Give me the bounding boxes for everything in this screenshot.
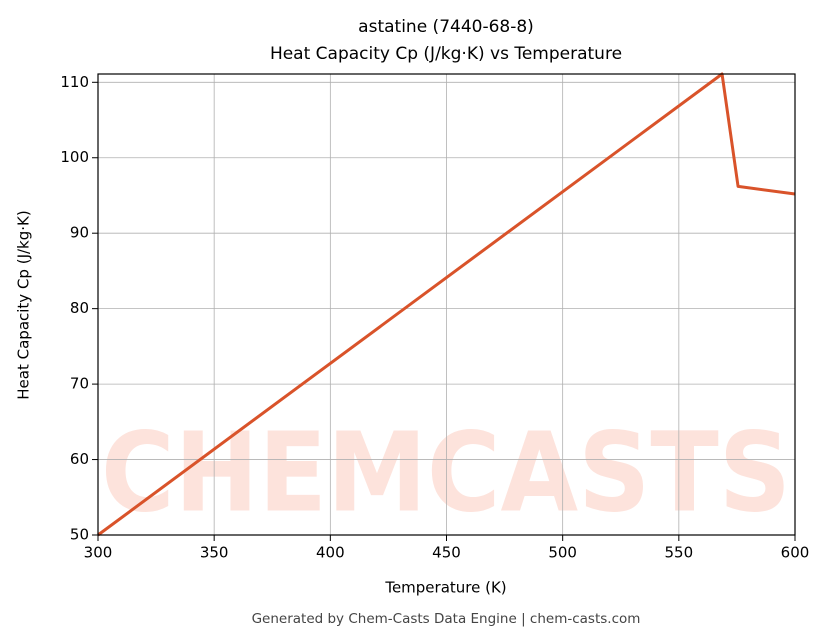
y-tick-label: 60 <box>70 450 89 468</box>
x-tick-label: 600 <box>781 544 810 562</box>
x-tick-label: 500 <box>548 544 577 562</box>
y-tick-label: 110 <box>60 73 89 91</box>
x-tick-label: 300 <box>84 544 113 562</box>
footer: Generated by Chem-Casts Data Engine | ch… <box>252 611 641 627</box>
y-tick-label: 100 <box>60 148 89 166</box>
x-axis-label: Temperature (K) <box>384 579 506 597</box>
chart-title: astatine (7440-68-8) <box>358 17 534 37</box>
y-tick-label: 50 <box>70 526 89 544</box>
y-tick-label: 80 <box>70 299 89 317</box>
chart-subtitle: Heat Capacity Cp (J/kg·K) vs Temperature <box>270 44 622 64</box>
x-tick-label: 450 <box>432 544 461 562</box>
y-tick-label: 90 <box>70 224 89 242</box>
data-line <box>97 72 796 537</box>
y-tick-label: 70 <box>70 375 89 393</box>
x-tick-label: 350 <box>200 544 229 562</box>
x-tick-label: 550 <box>665 544 694 562</box>
y-axis-label: Heat Capacity Cp (J/kg·K) <box>15 210 33 399</box>
watermark: CHEMCASTS <box>101 408 791 536</box>
plot-frame <box>97 73 796 536</box>
x-tick-label: 400 <box>316 544 345 562</box>
